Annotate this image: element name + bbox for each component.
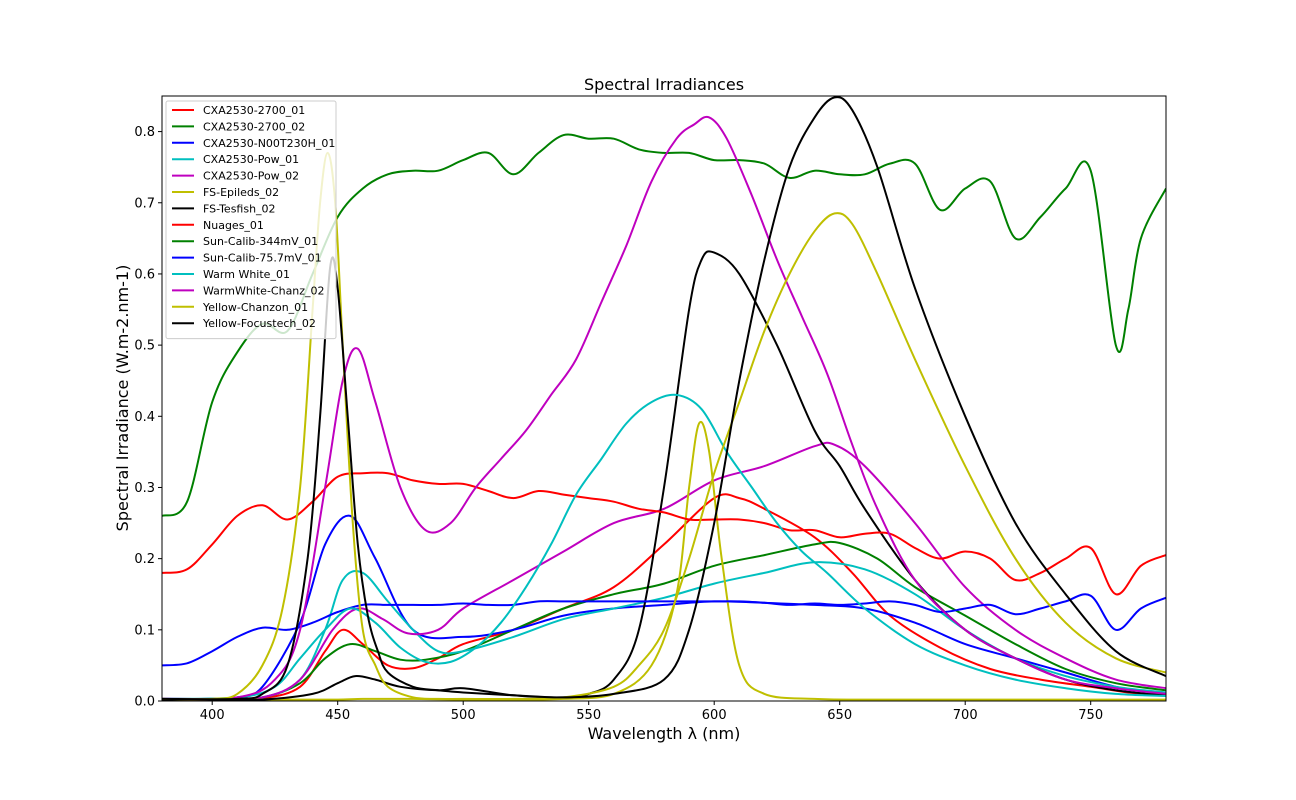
y-tick-label: 0.3	[134, 481, 155, 496]
y-tick-label: 0.8	[134, 125, 155, 140]
x-tick-label: 500	[451, 708, 476, 723]
legend-entry: FS-Tesfish_02	[203, 202, 276, 215]
legend-entry: CXA2530-2700_01	[203, 104, 305, 117]
y-tick-label: 0.4	[134, 410, 155, 425]
series-line-11	[162, 393, 1166, 700]
legend-entry: Yellow-Focustech_02	[202, 317, 316, 330]
legend-entry: Warm White_01	[203, 268, 290, 281]
chart-title: Spectral Irradiances	[584, 75, 744, 94]
x-axis: 400 450 500 550 600 650 700 750	[200, 701, 1103, 723]
y-tick-label: 0.2	[134, 552, 155, 567]
series-line-6	[162, 421, 1166, 701]
legend-entry: Sun-Calib-75.7mV_01	[203, 252, 322, 265]
series-line-2	[162, 540, 1166, 701]
y-tick-label: 0.6	[134, 267, 155, 282]
legend-entry: WarmWhite-Chanz_02	[203, 284, 325, 297]
plot-area	[162, 96, 1166, 701]
x-tick-label: 650	[827, 708, 852, 723]
legend-entry: Nuages_01	[203, 219, 264, 232]
x-tick-label: 700	[953, 708, 978, 723]
plot-frame	[161, 95, 1167, 702]
legend-entry: Sun-Calib-344mV_01	[203, 235, 318, 248]
x-tick-label: 750	[1078, 708, 1103, 723]
y-axis: 0.0 0.1 0.2 0.3 0.4 0.5 0.6 0.7 0.8	[134, 125, 162, 710]
series-line-12	[162, 115, 1166, 701]
legend-box	[165, 100, 337, 340]
x-axis-label: Wavelength λ (nm)	[588, 724, 741, 743]
x-tick-label: 400	[200, 708, 225, 723]
x-tick-label: 550	[576, 708, 601, 723]
legend: CXA2530-2700_01 CXA2530-2700_02 CXA2530-N0…	[165, 100, 337, 340]
legend-entry: CXA2530-2700_02	[203, 120, 305, 133]
series-line-1	[162, 493, 1166, 701]
y-tick-label: 0.5	[134, 339, 155, 354]
y-tick-label: 0.7	[134, 196, 155, 211]
y-tick-label: 0.0	[134, 695, 155, 710]
legend-entry: Yellow-Chanzon_01	[202, 301, 308, 314]
y-axis-label: Spectral Irradiance (W.m-2.nm-1)	[113, 265, 132, 532]
series-line-5	[162, 441, 1166, 701]
legend-entry: CXA2530-Pow_01	[203, 153, 299, 166]
legend-entry: CXA2530-Pow_02	[203, 170, 299, 183]
y-tick-label: 0.1	[134, 623, 155, 638]
series-line-10	[162, 593, 1166, 667]
legend-entry: FS-Epileds_02	[203, 186, 279, 199]
series-line-8	[162, 471, 1166, 596]
x-tick-label: 600	[702, 708, 727, 723]
x-tick-label: 450	[325, 708, 350, 723]
legend-entry: CXA2530-N00T230H_01	[203, 137, 335, 150]
